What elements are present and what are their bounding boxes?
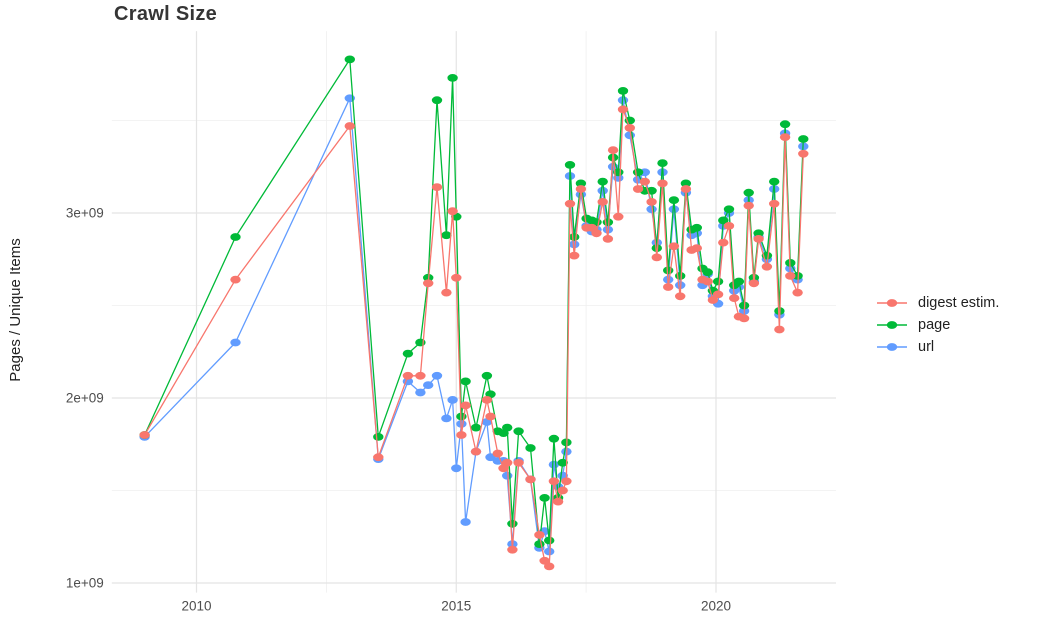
url-key-icon [877, 343, 907, 351]
legend-item-label: url [918, 339, 935, 355]
series-url [139, 94, 809, 556]
x-axis-tick-labels: 2010 2015 2020 [181, 599, 731, 614]
svg-text:2010: 2010 [181, 599, 211, 614]
gridlines-minor [111, 31, 837, 593]
legend-item-digest-estim: digest estim. [876, 292, 999, 314]
svg-text:3e+09: 3e+09 [66, 206, 104, 221]
svg-text:2015: 2015 [441, 599, 471, 614]
digest-estim-key-icon [877, 299, 907, 307]
page-key-icon [877, 321, 907, 329]
gridlines-major [111, 31, 837, 593]
y-axis-title: Pages / Unique Items [7, 238, 24, 382]
legend-item-page: page [876, 314, 999, 336]
legend-item-url: url [876, 336, 999, 358]
svg-text:2020: 2020 [701, 599, 731, 614]
legend-item-label: digest estim. [918, 295, 1000, 311]
svg-text:2e+09: 2e+09 [66, 391, 104, 406]
series-page [139, 55, 809, 548]
series-url-points [139, 94, 809, 556]
series-page-points [139, 55, 809, 548]
y-axis-tick-labels: 1e+09 2e+09 3e+09 [66, 206, 104, 591]
legend-item-label: page [918, 317, 951, 333]
svg-text:1e+09: 1e+09 [66, 576, 104, 591]
series-digest-estim-points [139, 105, 809, 571]
chart-title: Crawl Size [114, 3, 218, 25]
legend: digest estim. page url [876, 292, 999, 358]
series-digest-estim [139, 105, 809, 571]
